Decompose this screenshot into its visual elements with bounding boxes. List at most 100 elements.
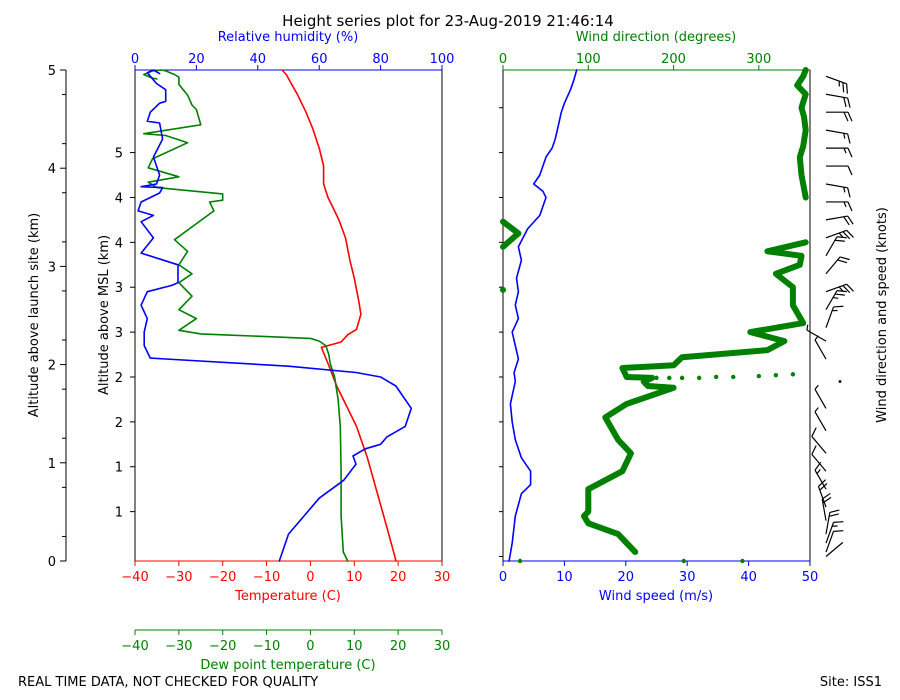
right-panel-frame [502, 69, 811, 562]
wind-barb-flag [833, 530, 844, 532]
wind-barb-flag [846, 283, 854, 292]
wind-direction-jumps-line [500, 218, 522, 250]
wind-speed-line [508, 69, 578, 562]
inner-altitude-tick-label: 5 [115, 147, 123, 162]
wind-barb-flag [847, 111, 853, 122]
temperature-axis-tick-label: 30 [434, 570, 451, 585]
wind-barb-flag [839, 256, 850, 261]
wind-barb-flag [843, 97, 847, 108]
wind-barb-half-flag [843, 147, 847, 154]
rh-axis-tick-label: 40 [250, 52, 267, 67]
wind-speed-axis-tick-label: 20 [618, 570, 635, 585]
wind-barb [811, 445, 827, 472]
outer-altitude-tick-label: 1 [48, 457, 56, 472]
wind-barb-flag [847, 215, 854, 225]
wind-direction-dot [628, 375, 634, 381]
wind-speed-axis-label: Wind speed (m/s) [599, 589, 713, 604]
wind-direction-dot [641, 375, 646, 381]
rh-axis-label: Relative humidity (%) [218, 30, 359, 45]
wind-barb-staff [825, 512, 831, 535]
wind-barb-flag [843, 216, 850, 226]
outer-altitude-tick-label: 2 [48, 359, 56, 374]
wind-barb-half-flag [814, 407, 819, 413]
wind-barb-flag [847, 147, 853, 158]
wind-barb [814, 384, 827, 409]
rh-axis-tick-label: 80 [372, 52, 389, 67]
dewpoint-axis-tick-label: −20 [209, 639, 236, 654]
dewpoint-axis-tick-label: 0 [306, 639, 314, 654]
wind-direction-axis-tick-label: 200 [661, 52, 686, 67]
inner-altitude-tick-label: 1 [115, 506, 123, 521]
inner-altitude-tick-label: 4 [115, 191, 123, 206]
wind-barb-half-flag [814, 384, 819, 390]
wind-barb-staff [811, 436, 827, 454]
wind-barb-flag [834, 239, 845, 242]
wind-barb-flag [843, 111, 849, 122]
wind-barb-staff [825, 256, 841, 275]
dew-point-line [143, 69, 349, 562]
wind-barb-staff [814, 469, 827, 490]
wind-barb [825, 541, 844, 557]
wind-barb-flag [847, 187, 851, 198]
wind-speed-axis-tick-label: 0 [499, 570, 507, 585]
inner-altitude-label: Altitude above MSL (km) [97, 235, 112, 395]
wind-direction-axis-tick-label: 300 [746, 52, 771, 67]
wind-direction-dot [500, 286, 506, 293]
wind-barb [825, 215, 854, 226]
wind-barb-flag [821, 492, 831, 500]
wind-barb-flag [837, 259, 848, 264]
wind-barb-flag [842, 231, 851, 240]
wind-direction-axis-tick-label: 0 [499, 52, 507, 67]
wind-barb-flag [811, 445, 817, 455]
wind-barb [825, 183, 851, 198]
temperature-axis-tick-label: 10 [346, 570, 363, 585]
inner-altitude-tick-label: 2 [115, 416, 123, 431]
temperature-axis-tick-label: 0 [306, 570, 314, 585]
dewpoint-axis-label: Dew point temperature (C) [200, 658, 375, 673]
wind-barb-staff [825, 75, 847, 85]
wind-barb-flag [819, 482, 828, 491]
wind-barb-half-flag [832, 525, 838, 527]
wind-direction-dot [756, 373, 762, 379]
wind-barb-flag [842, 285, 851, 294]
wind-barb-flag [833, 521, 844, 523]
wind-barb [821, 492, 832, 521]
wind-barb [825, 283, 854, 294]
wind-barb-flag [836, 290, 847, 293]
wind-direction-dot [740, 558, 745, 564]
wind-barb [817, 479, 828, 508]
wind-barb-flag [842, 82, 845, 93]
wind-barb [825, 229, 854, 240]
wind-barb-staff [814, 389, 827, 409]
left-panel-frame [134, 69, 443, 562]
outer-altitude-tick-label: 0 [48, 555, 56, 570]
wind-barb-flag [834, 293, 845, 296]
barb-axis-label: Wind direction and speed (knots) [875, 207, 890, 423]
wind-barb-half-flag [838, 232, 844, 238]
wind-speed-axis-tick-label: 50 [802, 570, 819, 585]
wind-barb [826, 111, 853, 122]
wind-barb-staff [825, 531, 835, 553]
wind-barbs [806, 75, 854, 557]
dewpoint-axis-tick-label: 10 [346, 639, 363, 654]
wind-barb [825, 236, 847, 257]
wind-speed-axis-tick-label: 30 [679, 570, 696, 585]
wind-barb-flag [846, 83, 848, 94]
wind-barb [806, 324, 827, 342]
wind-direction-dot [790, 372, 796, 377]
wind-direction-dot [517, 558, 523, 564]
wind-direction-upper-line [794, 67, 809, 201]
rh-axis-tick-label: 60 [311, 52, 328, 67]
wind-barb [825, 129, 851, 144]
wind-barb [814, 461, 827, 490]
wind-barb [811, 427, 827, 454]
inner-altitude-tick-label: 2 [115, 371, 123, 386]
temperature-axis-tick-label: 20 [390, 570, 407, 585]
wind-barb [825, 93, 851, 108]
temperature-axis-tick-label: −10 [253, 570, 280, 585]
wind-direction-axis-tick-label: 100 [576, 52, 601, 67]
wind-barb [826, 147, 853, 158]
inner-altitude-tick-label: 1 [115, 461, 123, 476]
wind-barb-staff [825, 93, 848, 99]
wind-barb-flag [833, 305, 844, 308]
